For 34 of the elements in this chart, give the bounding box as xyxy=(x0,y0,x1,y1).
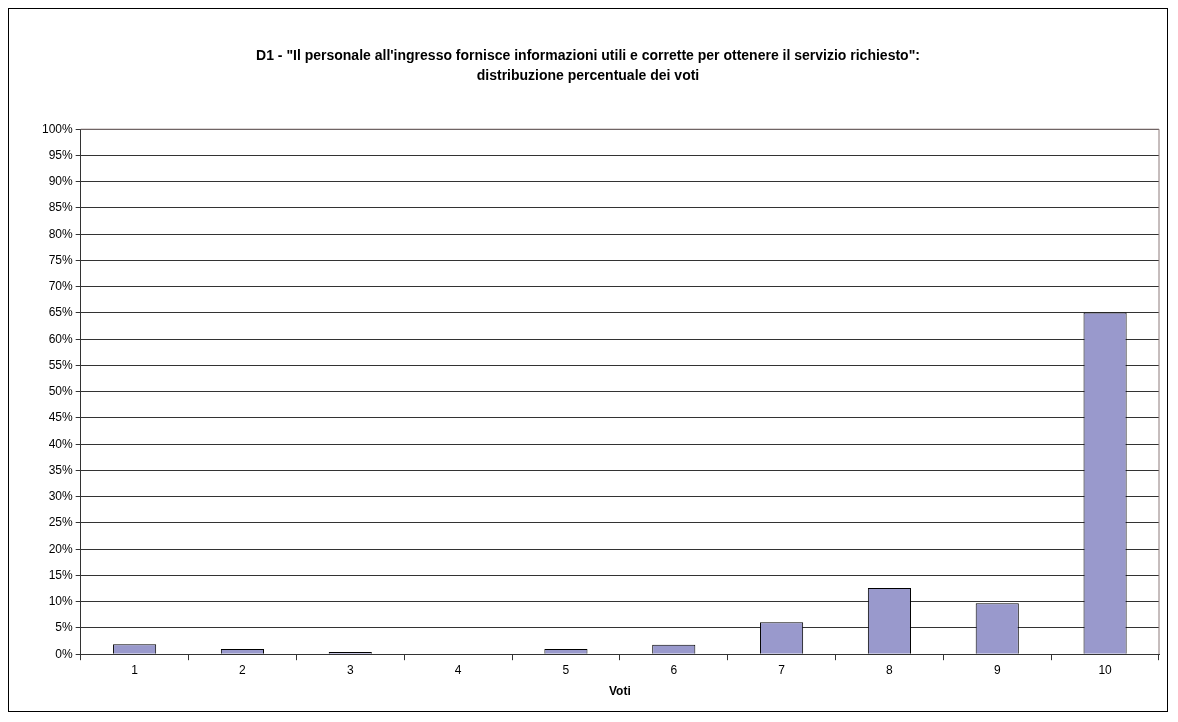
y-tick-label: 50% xyxy=(48,384,74,399)
y-tick-label: 75% xyxy=(48,252,74,267)
chart-title: D1 - "Il personale all'ingresso fornisce informazioni utili e corrette per ottenere il servizio richiesto": xyxy=(255,46,921,65)
y-tick-label: 35% xyxy=(48,462,74,477)
y-tick-label: 95% xyxy=(48,147,74,162)
x-tick-label: 4 xyxy=(454,662,462,677)
y-tick-label: 100% xyxy=(41,121,74,136)
x-tick-label: 5 xyxy=(562,662,570,677)
y-tick-label: 65% xyxy=(48,305,74,320)
x-tick-label: 3 xyxy=(346,662,354,677)
x-tick-label: 7 xyxy=(778,662,786,677)
y-tick-label: 55% xyxy=(48,357,74,372)
y-tick-label: 25% xyxy=(48,515,74,530)
y-tick-label: 40% xyxy=(48,436,74,451)
y-tick-label: 0% xyxy=(55,646,74,661)
y-tick-label: 90% xyxy=(48,174,74,189)
x-tick-label: 1 xyxy=(131,662,139,677)
y-tick-label: 60% xyxy=(48,331,74,346)
x-tick-label: 2 xyxy=(239,662,247,677)
y-tick-label: 85% xyxy=(48,200,74,215)
y-tick-label: 30% xyxy=(48,489,74,504)
y-tick-label: 70% xyxy=(48,279,74,294)
y-tick-label: 5% xyxy=(55,620,74,635)
y-tick-label: 80% xyxy=(48,226,74,241)
x-axis-title: Voti xyxy=(608,684,631,699)
x-tick-label: 8 xyxy=(886,662,894,677)
x-tick-label: 6 xyxy=(670,662,678,677)
x-tick-label: 10 xyxy=(1098,662,1113,677)
y-tick-label: 45% xyxy=(48,410,74,425)
y-tick-label: 10% xyxy=(48,594,74,609)
chart-subtitle: distribuzione percentuale dei voti xyxy=(475,66,701,85)
x-tick-label: 9 xyxy=(993,662,1001,677)
y-tick-label: 15% xyxy=(48,567,74,582)
y-tick-label: 20% xyxy=(48,541,74,556)
